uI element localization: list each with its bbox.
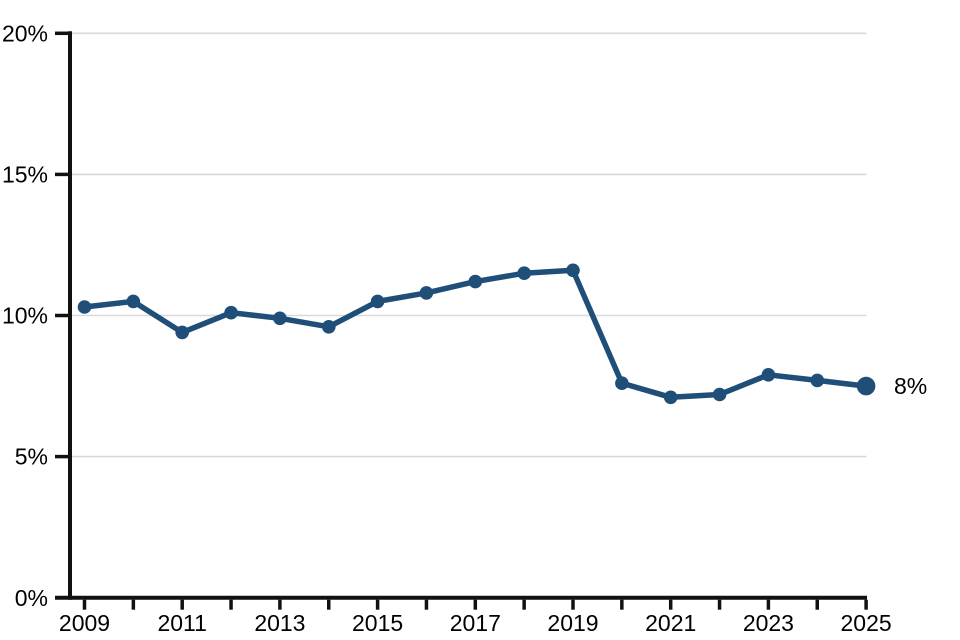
x-tick-label-2023: 2023 [743, 610, 794, 636]
data-point-2025 [856, 376, 876, 396]
data-point-2011 [175, 325, 189, 340]
data-point-2023 [761, 368, 776, 382]
data-point-2012 [224, 305, 238, 320]
data-point-2009 [77, 300, 92, 314]
x-tick-label-2021: 2021 [645, 610, 696, 636]
y-tick-label-20: 20% [2, 20, 48, 46]
data-point-2017 [468, 274, 483, 289]
data-point-2020 [615, 376, 629, 391]
x-tick-label-2025: 2025 [841, 610, 892, 636]
data-point-2016 [419, 286, 434, 300]
y-tick-label-0: 0% [15, 585, 48, 611]
data-point-2018 [517, 266, 531, 281]
data-point-2014 [322, 320, 336, 334]
data-point-2019 [566, 263, 580, 278]
data-point-2015 [370, 294, 385, 309]
data-point-2010 [126, 294, 141, 309]
data-point-2024 [810, 373, 825, 388]
data-point-2013 [273, 311, 287, 326]
data-point-2022 [712, 387, 727, 402]
x-tick-label-2017: 2017 [450, 610, 501, 636]
x-tick-label-2019: 2019 [547, 610, 598, 636]
end-value-label: 8% [894, 373, 927, 399]
y-tick-label-5: 5% [15, 444, 48, 470]
data-point-2021 [663, 390, 678, 405]
y-tick-label-10: 10% [2, 303, 48, 329]
data-line-percent [81, 267, 869, 401]
x-tick-label-2009: 2009 [59, 610, 110, 636]
x-tick-label-2011: 2011 [157, 610, 206, 636]
x-tick-label-2013: 2013 [254, 610, 305, 636]
x-tick-label-2015: 2015 [352, 610, 403, 636]
y-tick-label-15: 15% [2, 161, 48, 187]
